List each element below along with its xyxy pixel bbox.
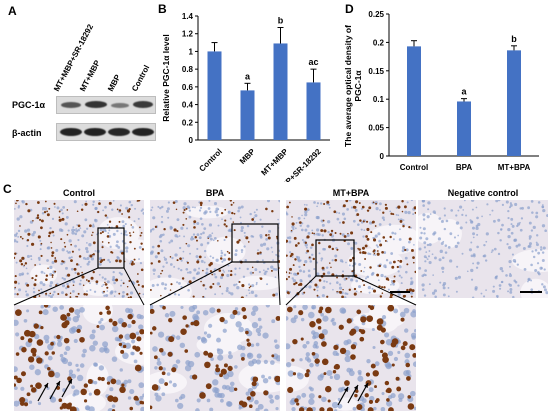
micrograph-mt-bpa-zoom [286,305,416,411]
chart-b-bar [273,43,288,141]
panel-letter-d: D [345,2,354,16]
chart-d-ytick-label: 0 [380,152,385,161]
chart-b-bar [207,51,222,140]
chart-d-ytick-label: 0.2 [373,38,385,47]
chart-d-ytick-label: 0.25 [368,10,384,19]
panel-letter-a: A [8,4,17,18]
chart-b-ytick-label: 1.4 [182,12,194,21]
micrograph-bpa-zoom [150,305,280,411]
chart-d-bar [457,101,471,156]
chart-b-ylabel: Relative PGC-1α level [161,34,171,121]
micrograph-negative-control [418,200,548,298]
chart-d-category-label: BPA [456,163,473,172]
chart-b-ytick-label: 0.2 [182,118,194,127]
micrograph-bpa [150,200,280,298]
chart-b-ytick-label: 0.6 [182,83,194,92]
chart-b-significance-label: a [245,71,251,81]
chart-b: 0 0.2 0.4 0.6 0.8 1 1.2 1.4 Control a MBP b MT+MBP ac… [161,12,330,182]
chart-b-significance-label: b [278,16,284,26]
control-zoom-arrowhead [43,383,48,388]
lane-label-4: Control [130,63,152,93]
chart-b-ytick-label: 1.2 [182,30,194,39]
mt-bpa-zoom-arrowhead [363,383,368,388]
control-zoom-arrowhead [55,381,60,386]
chart-d-ytick-label: 0.15 [368,67,384,76]
chart-b-ytick-label: 0 [189,136,194,145]
chart-b-bar [240,90,255,140]
blot-row-label-beta-actin: β-actin [12,128,42,138]
micro-title-negative-control: Negative control [447,188,519,198]
panel-letter-c: C [3,182,12,196]
chart-d-bar [507,50,521,156]
chart-b-category-label: MT+MBP [259,147,290,178]
chart-d-significance-label: b [511,34,517,44]
chart-d-ytick-label: 0.1 [373,95,385,104]
chart-d-ytick-label: 0.05 [368,124,384,133]
micrograph-mt-bpa [286,200,416,298]
micrograph-control-zoom [14,305,144,411]
chart-b-category-label: MBP [238,147,257,166]
chart-d-category-label: MT+BPA [498,163,531,172]
control-zoom-arrowhead [67,379,72,384]
chart-d-significance-label: a [461,87,467,97]
chart-b-ytick-label: 1 [189,47,194,56]
blot-strip-beta-actin [56,123,156,141]
chart-d-category-label: Control [400,163,428,172]
mt-bpa-zoom-arrowhead [343,387,348,392]
panel-letter-b: B [158,2,167,16]
chart-b-significance-label: ac [308,57,318,67]
micro-title-control: Control [63,188,95,198]
chart-d-ylabel: The average optical density of [343,25,353,147]
chart-b-ytick-label: 0.8 [182,65,194,74]
lane-label-2: MT+MBP [78,58,102,93]
micro-title-bpa: BPA [205,188,225,198]
chart-b-ytick-label: 0.4 [182,101,194,110]
micro-title-mt-bpa: MT+BPA [332,188,370,198]
lane-label-3: MBP [106,73,123,93]
chart-d-bar [407,46,421,156]
chart-b-bar [306,82,321,140]
micrograph-control [14,200,144,298]
mt-bpa-zoom-arrowhead [353,385,358,390]
blot-row-label-pgc1a: PGC-1α [12,100,46,110]
blot-strip-pgc1a [56,96,156,114]
chart-d: 0 0.05 0.1 0.15 0.2 0.25 Control a BPA b MT+BPA The… [343,10,539,172]
chart-b-category-label: Control [197,147,223,173]
chart-d-ylabel: PGC-1α [353,70,363,102]
